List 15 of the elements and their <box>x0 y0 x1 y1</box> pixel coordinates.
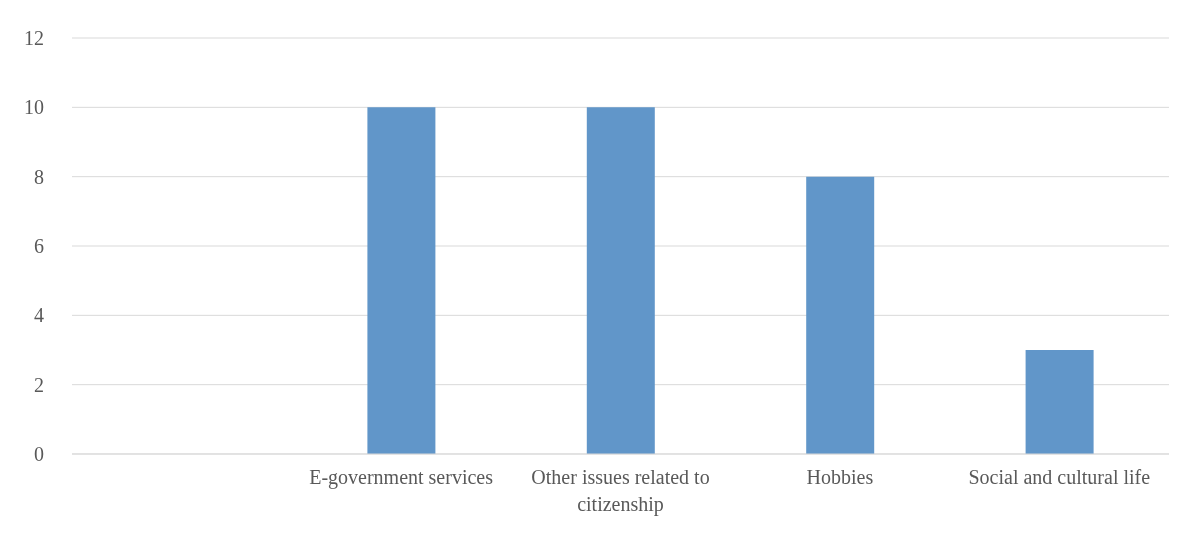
bar <box>806 176 875 454</box>
x-tick-label: E-government services <box>309 466 494 489</box>
y-tick-label: 12 <box>24 27 44 50</box>
y-tick-label: 0 <box>34 443 44 466</box>
x-tick-label: Other issues related to citizenship <box>531 466 710 516</box>
bar <box>586 107 655 454</box>
y-tick-label: 8 <box>34 165 44 188</box>
y-tick-label: 4 <box>34 304 44 327</box>
y-tick-label: 6 <box>34 235 44 258</box>
x-tick-label: Hobbies <box>806 466 874 488</box>
x-tick-label: Social and cultural life <box>968 466 1151 488</box>
bar <box>367 107 436 454</box>
y-tick-label: 10 <box>24 96 44 119</box>
y-tick-label: 2 <box>34 373 44 396</box>
bar <box>1025 350 1094 454</box>
